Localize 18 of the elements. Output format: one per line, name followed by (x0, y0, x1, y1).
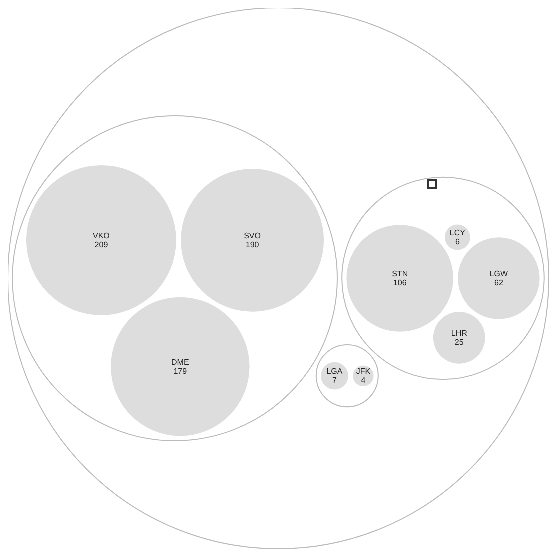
data-label: 4 (361, 376, 366, 386)
data-label: 106 (393, 278, 408, 288)
data-label: 25 (454, 338, 464, 347)
data-label: 62 (494, 278, 504, 288)
data-label: 7 (332, 376, 338, 386)
category-label: DME (172, 358, 190, 367)
category-label: STN (392, 270, 408, 278)
category-label: SVO (244, 231, 261, 240)
category-label: LHR (451, 328, 468, 338)
data-label: 209 (94, 240, 109, 250)
category-label: JFK (356, 367, 372, 376)
data-label: 179 (174, 366, 188, 376)
category-label: VKO (93, 231, 110, 240)
data-label: 190 (246, 240, 260, 250)
data-label: 6 (455, 237, 460, 246)
category-label: LCY (450, 228, 466, 238)
category-label: LGA (326, 367, 344, 376)
category-label: LGW (490, 270, 508, 278)
